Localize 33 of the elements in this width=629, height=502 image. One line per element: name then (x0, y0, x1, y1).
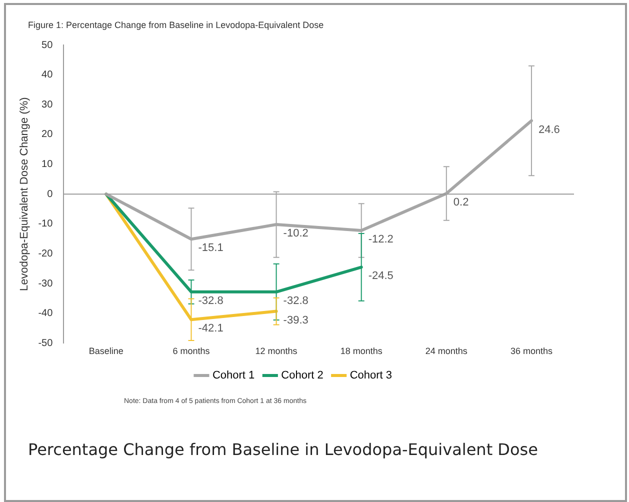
x-tick-label: 36 months (510, 346, 553, 356)
x-tick-label: Baseline (88, 346, 124, 356)
data-label: -42.1 (198, 322, 224, 335)
data-label: -32.8 (198, 294, 224, 307)
legend-label: Cohort 2 (281, 370, 324, 382)
data-label: 24.6 (538, 124, 560, 136)
y-tick-label: -20 (38, 248, 54, 260)
y-tick-label: 40 (42, 70, 54, 81)
data-label: -12.2 (368, 234, 394, 246)
data-label: -24.5 (368, 270, 394, 282)
x-tick-label: 6 months (172, 346, 210, 356)
x-tick-label: 24 months (425, 346, 468, 356)
legend-label: Cohort 3 (350, 370, 392, 382)
y-tick-label: 50 (42, 40, 54, 51)
y-tick-label: -50 (38, 338, 54, 349)
legend-label: Cohort 1 (212, 370, 255, 382)
data-label: -39.3 (283, 314, 308, 326)
x-tick-label: 12 months (255, 346, 298, 356)
data-label: -32.8 (283, 294, 308, 307)
data-label: 0.2 (453, 196, 469, 209)
data-label: -10.2 (283, 228, 308, 240)
y-tick-label: -40 (38, 308, 54, 320)
y-tick-label: 10 (42, 159, 54, 170)
y-tick-label: -10 (38, 218, 54, 230)
y-axis-title: Levodopa-Equivalent Dose Change (%) (18, 97, 31, 292)
x-tick-label: 18 months (340, 346, 383, 356)
y-tick-label: -30 (38, 278, 54, 290)
chart-title: Figure 1: Percentage Change from Baseline in Levodopa-Equivalent Dose (28, 20, 324, 30)
y-tick-label: 20 (42, 129, 54, 140)
data-label: -15.1 (198, 242, 224, 254)
text: Percentage Change from Baseline in Levodopa-Equivalent Dose (28, 440, 539, 461)
y-tick-label: 0 (47, 188, 54, 200)
y-tick-label: 30 (42, 99, 54, 110)
